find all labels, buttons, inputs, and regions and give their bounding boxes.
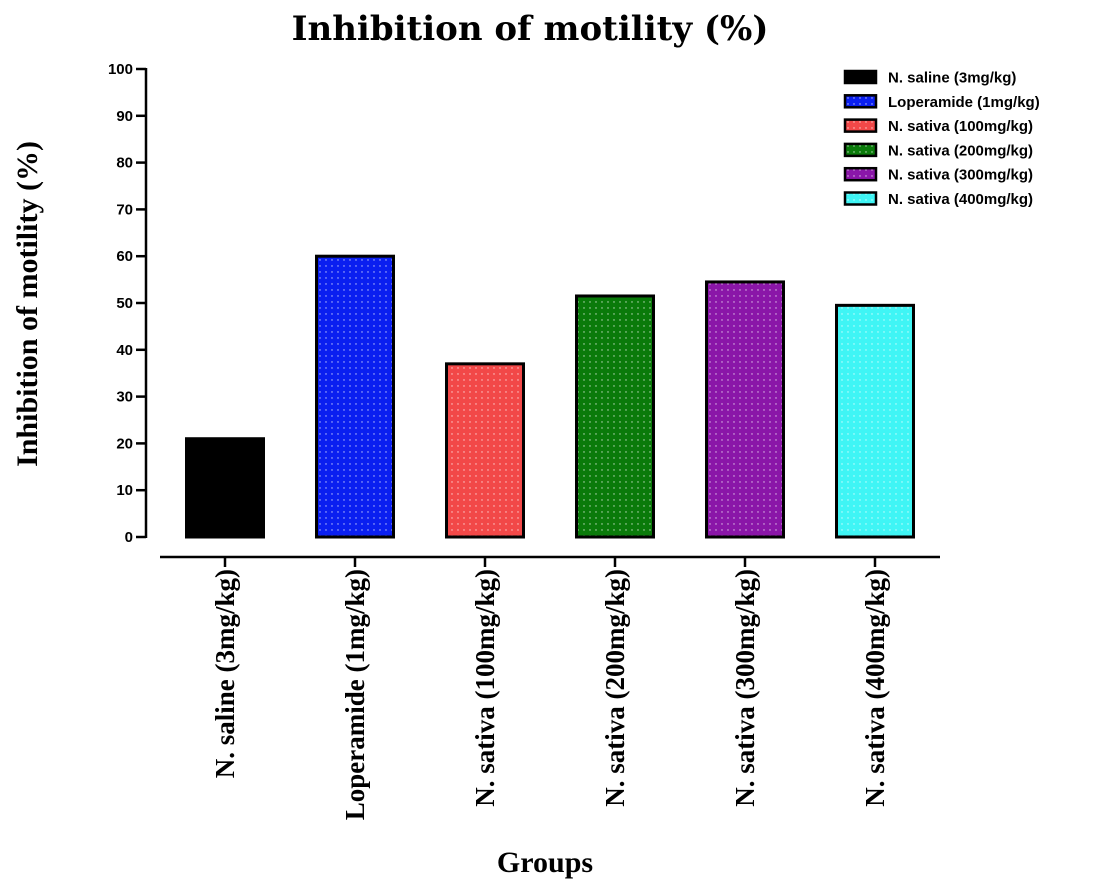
legend-item: N. sativa (200mg/kg) xyxy=(843,142,1033,159)
y-tick-label: 20 xyxy=(116,435,133,452)
bar-outline xyxy=(445,362,525,539)
y-tick-label: 70 xyxy=(116,201,133,218)
x-tick-label: N. sativa (200mg/kg) xyxy=(600,569,630,807)
x-axis-title: Groups xyxy=(497,846,593,879)
legend-swatch-pattern xyxy=(845,143,876,156)
y-tick-label: 60 xyxy=(116,248,133,265)
x-tick-label: N. sativa (100mg/kg) xyxy=(470,569,500,807)
legend-label: Loperamide (1mg/kg) xyxy=(888,94,1040,111)
bar-outline xyxy=(575,294,655,539)
y-tick-label: 50 xyxy=(116,295,133,312)
y-tick-label: 40 xyxy=(116,342,133,359)
y-axis-title: Inhibition of motility (%) xyxy=(11,141,44,467)
bar-outline xyxy=(185,437,265,539)
legend-item: N. sativa (300mg/kg) xyxy=(843,166,1033,184)
bar-fill xyxy=(186,438,264,537)
legend-label: N. sativa (100mg/kg) xyxy=(888,118,1033,135)
bar-outline xyxy=(705,280,785,539)
bar-pattern xyxy=(446,363,524,537)
bar xyxy=(315,254,395,539)
y-tick-label: 100 xyxy=(108,61,133,78)
legend-swatch-pattern xyxy=(845,168,876,181)
legend-swatch-outline xyxy=(843,142,878,158)
x-tick-label: N. sativa (300mg/kg) xyxy=(730,569,760,807)
bar xyxy=(185,437,265,539)
bar-outline xyxy=(835,303,915,539)
y-tick-label: 0 xyxy=(125,529,133,546)
legend-label: N. sativa (200mg/kg) xyxy=(888,142,1033,159)
legend-swatch-outline xyxy=(843,118,878,133)
bar xyxy=(705,280,785,539)
legend-swatch-outline xyxy=(843,94,878,109)
legend-label: N. saline (3mg/kg) xyxy=(888,70,1016,87)
bar xyxy=(575,294,655,539)
y-tick-label: 90 xyxy=(116,108,133,125)
x-tick-labels: N. saline (3mg/kg) Loperamide (1mg/kg) N. … xyxy=(210,569,890,820)
legend-label: N. sativa (300mg/kg) xyxy=(888,167,1033,184)
legend-swatch xyxy=(845,71,876,83)
x-tick-label: N. sativa (400mg/kg) xyxy=(860,569,890,807)
legend-item: N. sativa (400mg/kg) xyxy=(843,191,1033,208)
legend-swatch-pattern xyxy=(845,192,876,205)
legend-swatch-outline xyxy=(843,166,878,182)
bar xyxy=(835,303,915,539)
bars xyxy=(185,254,915,539)
legend-swatch-pattern xyxy=(845,95,876,108)
legend-swatch-outline xyxy=(843,69,878,85)
bar-pattern xyxy=(316,256,394,537)
bar-pattern xyxy=(706,281,784,537)
bar xyxy=(445,362,525,539)
y-tick-label: 10 xyxy=(116,482,133,499)
legend-swatch-outline xyxy=(843,191,878,206)
x-axis xyxy=(160,555,940,567)
x-tick-label: N. saline (3mg/kg) xyxy=(210,569,240,778)
x-tick-label: Loperamide (1mg/kg) xyxy=(340,569,370,820)
y-tick-label: 80 xyxy=(116,155,133,172)
legend-item: Loperamide (1mg/kg) xyxy=(843,94,1040,111)
chart-title: Inhibition of motility (%) xyxy=(292,9,769,49)
legend-item: N. saline (3mg/kg) xyxy=(843,69,1016,87)
y-axis: 0 10 20 30 40 50 60 70 80 90 100 xyxy=(108,61,148,546)
bar-outline xyxy=(315,254,395,539)
legend-swatch-pattern xyxy=(845,119,876,132)
legend-label: N. sativa (400mg/kg) xyxy=(888,191,1033,208)
legend-item: N. sativa (100mg/kg) xyxy=(843,118,1033,135)
y-tick-label: 30 xyxy=(116,389,133,406)
bar-pattern xyxy=(576,295,654,537)
legend: N. saline (3mg/kg) Loperamide (1mg/kg) N. … xyxy=(843,69,1040,208)
bar-pattern xyxy=(836,305,914,537)
